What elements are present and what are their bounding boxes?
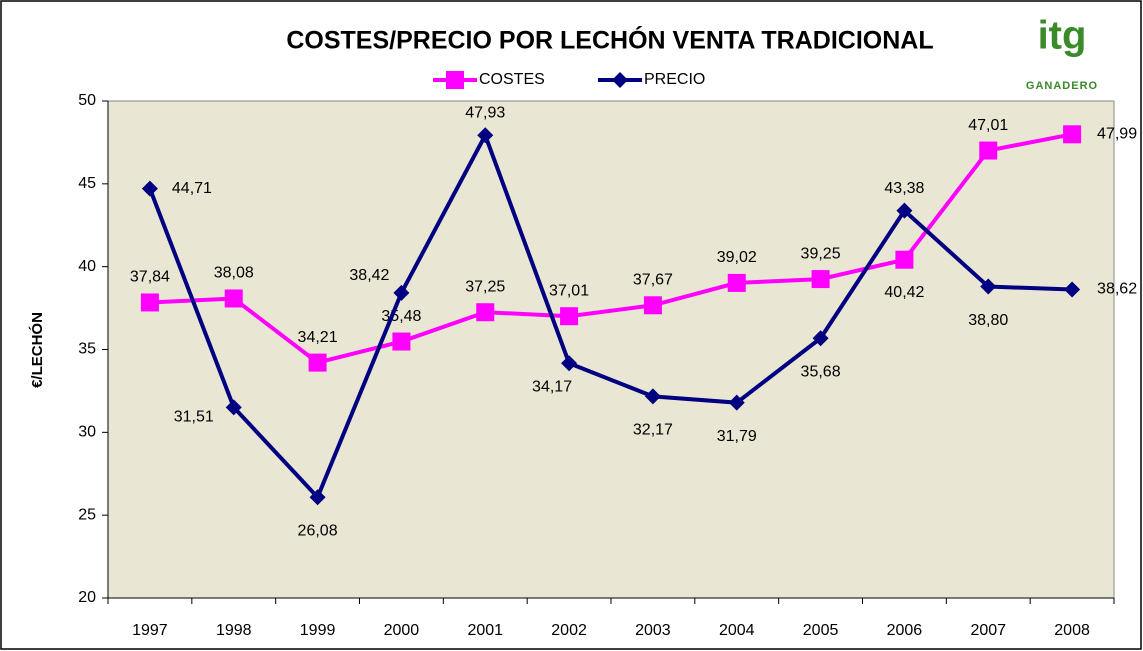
y-axis-label: €/LECHÓN: [28, 312, 46, 388]
point: [308, 353, 327, 372]
x-tick-label: 2007: [970, 622, 1006, 639]
point: [225, 399, 242, 416]
x-tick-label: 1999: [300, 622, 336, 639]
x-tick-label: 1997: [132, 622, 168, 639]
data-label: 37,25: [465, 278, 505, 295]
x-tick-label: 2006: [887, 622, 923, 639]
point: [643, 296, 662, 315]
y-tick-label: 45: [78, 175, 96, 192]
x-tick-label: 2000: [384, 622, 420, 639]
chart-title: COSTES/PRECIO POR LECHÓN VENTA TRADICION…: [286, 25, 933, 55]
legend-label: COSTES: [479, 71, 545, 88]
y-tick-label: 30: [78, 424, 96, 441]
point: [811, 270, 830, 289]
logo-mark: itg: [1038, 14, 1087, 58]
data-label: 38,80: [968, 312, 1008, 329]
point: [476, 303, 495, 322]
data-label: 47,99: [1097, 126, 1137, 143]
point: [979, 141, 998, 160]
data-label: 37,67: [633, 271, 673, 288]
x-tick-label: 2001: [467, 622, 503, 639]
point: [980, 278, 997, 295]
legend-marker: [446, 71, 464, 89]
point: [140, 293, 159, 312]
point: [644, 388, 661, 405]
data-label: 34,21: [298, 329, 338, 346]
y-tick-label: 25: [78, 506, 96, 523]
data-label: 40,42: [884, 284, 924, 301]
point: [309, 489, 326, 506]
y-tick-label: 50: [78, 92, 96, 109]
data-label: 32,17: [633, 422, 673, 439]
point: [141, 180, 158, 197]
data-label: 39,25: [801, 245, 841, 262]
data-label: 31,51: [174, 409, 214, 426]
logo-text: GANADERO: [1026, 80, 1098, 92]
point: [895, 250, 914, 269]
y-tick-label: 20: [78, 589, 96, 606]
x-tick-label: 2002: [551, 622, 587, 639]
point: [812, 330, 829, 347]
point: [560, 307, 579, 326]
data-label: 38,62: [1097, 281, 1137, 298]
point: [393, 284, 410, 301]
point: [477, 127, 494, 144]
point: [392, 332, 411, 351]
data-label: 37,01: [549, 282, 589, 299]
x-tick-label: 2003: [635, 622, 671, 639]
data-label: 38,08: [214, 265, 254, 282]
series-line: [149, 132, 1073, 365]
x-tick-label: 2004: [719, 622, 755, 639]
data-label: 38,42: [349, 267, 389, 284]
plot-area: [107, 100, 1115, 599]
point: [224, 289, 243, 308]
point: [727, 273, 746, 292]
y-tick-label: 40: [78, 258, 96, 275]
point: [1064, 281, 1081, 298]
x-tick-label: 2005: [803, 622, 839, 639]
point: [896, 202, 913, 219]
data-label: 47,93: [465, 105, 505, 122]
point: [561, 355, 578, 372]
data-label: 47,01: [968, 117, 1008, 134]
data-label: 43,38: [884, 180, 924, 197]
legend-label: PRECIO: [644, 71, 705, 88]
data-label: 31,79: [717, 428, 757, 445]
data-label: 35,68: [801, 363, 841, 380]
legend-marker: [612, 72, 628, 88]
x-tick-label: 2008: [1054, 622, 1090, 639]
data-label: 37,84: [130, 269, 170, 286]
data-label: 26,08: [298, 522, 338, 539]
data-label: 44,71: [172, 180, 212, 197]
point: [728, 394, 745, 411]
data-label: 39,02: [717, 249, 757, 266]
data-label: 34,17: [532, 378, 572, 395]
y-tick-label: 35: [78, 341, 96, 358]
series-line: [148, 130, 1073, 501]
x-tick-label: 1998: [216, 622, 252, 639]
point: [1063, 125, 1082, 144]
